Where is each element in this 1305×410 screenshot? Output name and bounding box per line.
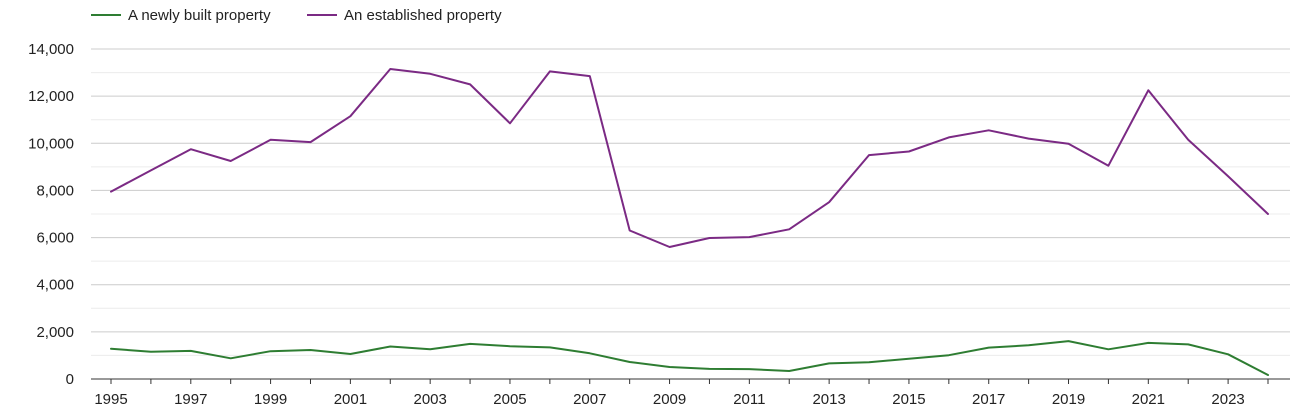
x-tick-label: 2011 — [733, 391, 765, 408]
x-tick-label: 1995 — [94, 391, 127, 408]
series-lines — [110, 68, 1269, 376]
y-tick-label: 2,000 — [36, 324, 74, 341]
y-tick-label: 4,000 — [36, 277, 74, 294]
x-tick-label: 2003 — [413, 391, 446, 408]
y-tick-label: 10,000 — [28, 135, 74, 152]
series-line-0 — [110, 340, 1269, 376]
y-tick-label: 14,000 — [28, 41, 74, 58]
x-tick-label: 2005 — [493, 391, 526, 408]
legend: A newly built property An established pro… — [91, 7, 502, 24]
y-tick-label: 6,000 — [36, 230, 74, 247]
x-tick-label: 2015 — [892, 391, 925, 408]
x-tick-label: 2023 — [1211, 391, 1244, 408]
x-tick-label: 2007 — [573, 391, 606, 408]
legend-label: A newly built property — [128, 7, 271, 24]
x-axis: 1995 1997 1999 2001 2003 2005 2007 2009 2011 2013… — [91, 378, 1290, 408]
y-tick-label: 8,000 — [36, 182, 74, 199]
gridlines — [91, 48, 1290, 356]
x-tick-label: 2019 — [1052, 391, 1085, 408]
x-tick-label: 2001 — [334, 391, 367, 408]
x-tick-label: 1999 — [254, 391, 287, 408]
x-tick-label: 2021 — [1132, 391, 1165, 408]
y-axis-tick-labels: 0 2,000 4,000 6,000 8,000 10,000 12,000 14,000 — [28, 41, 74, 388]
y-tick-label: 12,000 — [28, 88, 74, 105]
series-line-1 — [110, 68, 1269, 248]
x-tick-label: 2013 — [812, 391, 845, 408]
x-tick-label: 2009 — [653, 391, 686, 408]
y-tick-label: 0 — [66, 371, 74, 388]
x-tick-label: 1997 — [174, 391, 207, 408]
x-tick-label: 2017 — [972, 391, 1005, 408]
legend-label: An established property — [344, 7, 502, 24]
